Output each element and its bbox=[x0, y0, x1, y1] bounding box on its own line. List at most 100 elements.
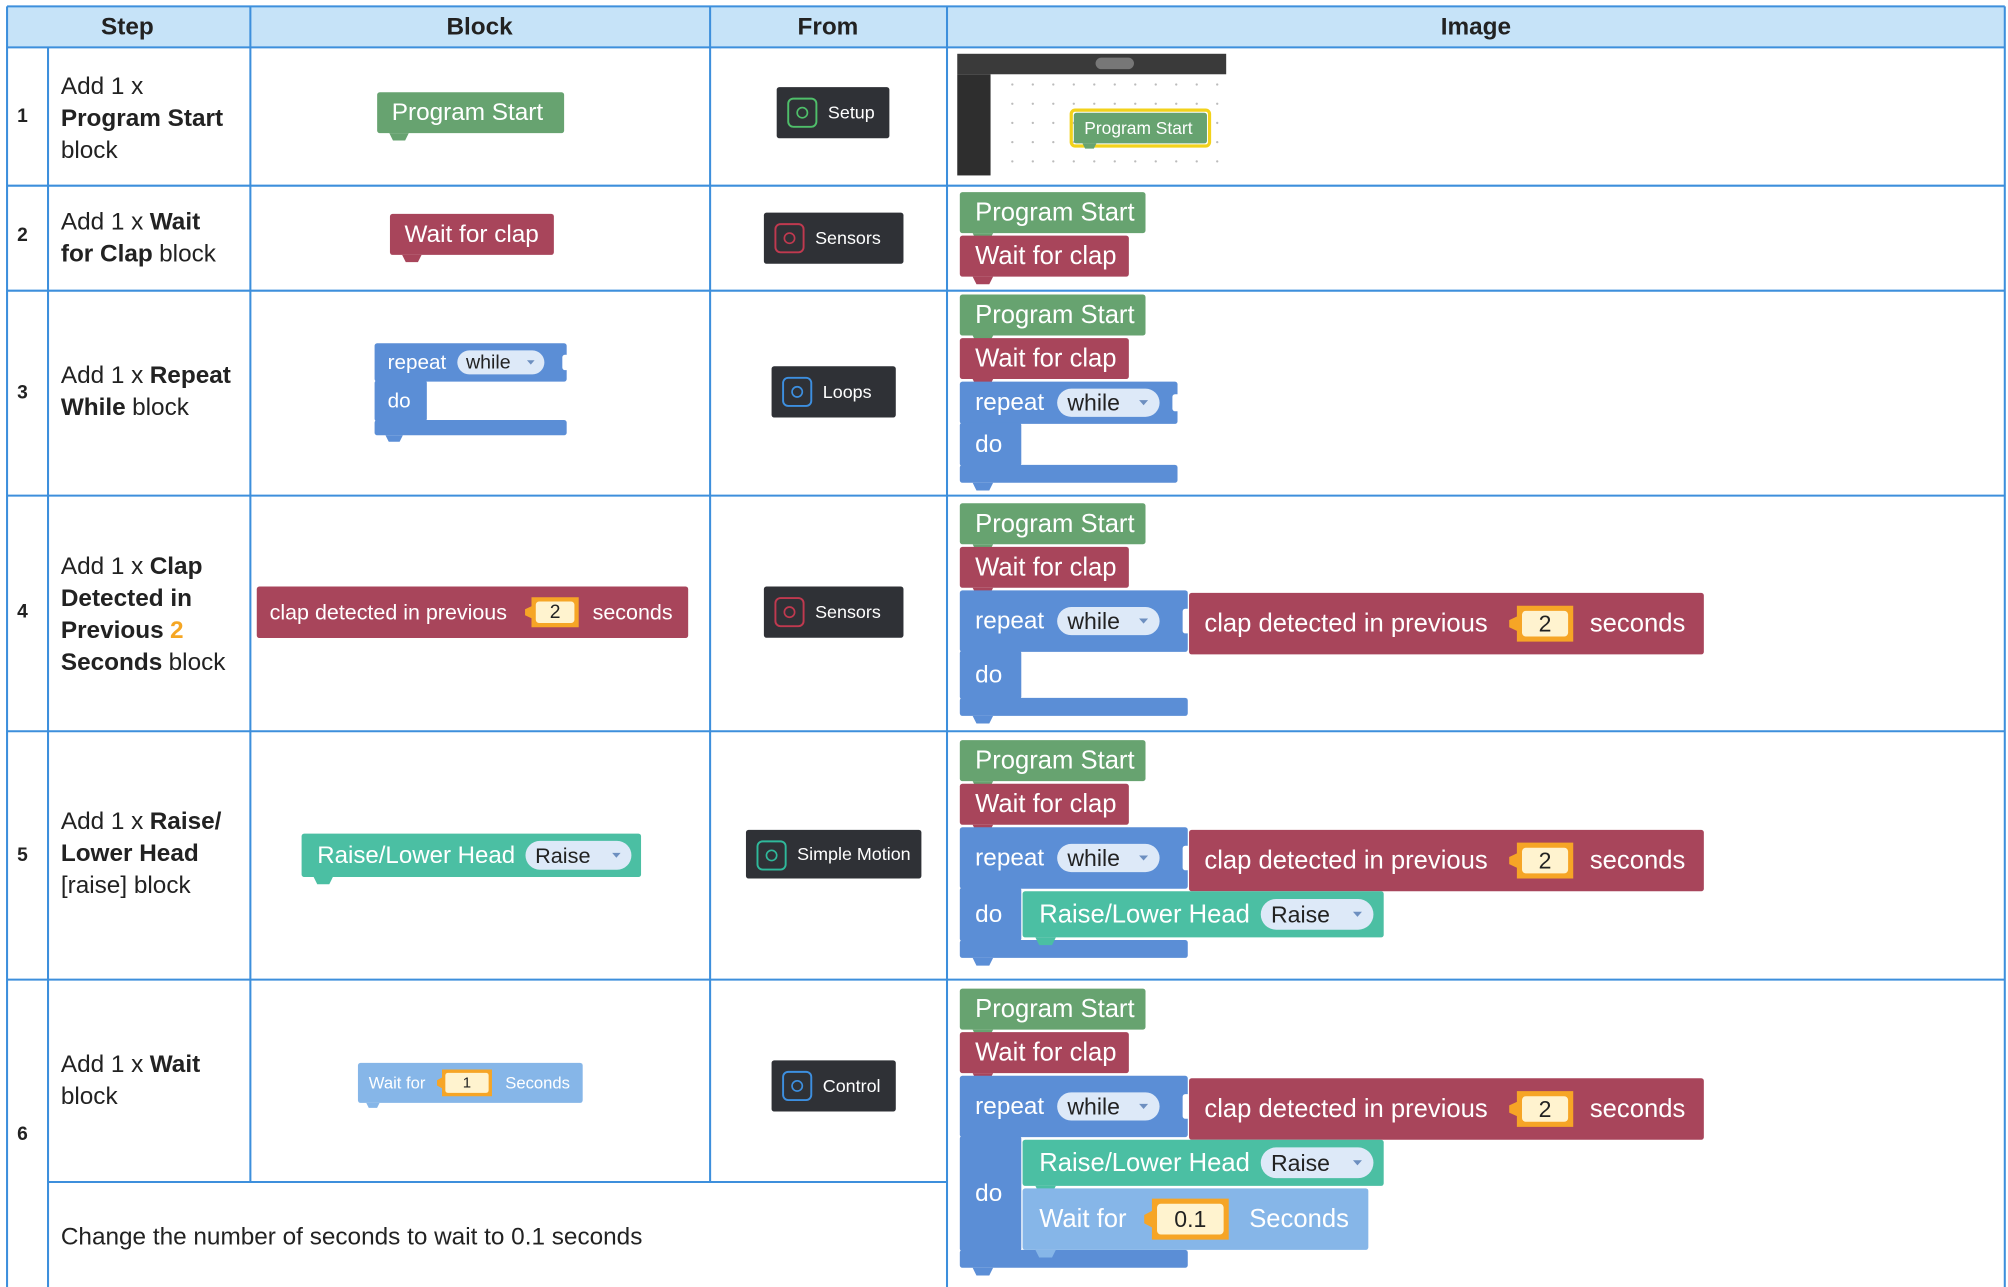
description-run: for Clap bbox=[61, 240, 153, 267]
palette-icon-dot bbox=[765, 849, 778, 862]
description-run: Add 1 x bbox=[61, 208, 143, 235]
description-run: Raise/ bbox=[150, 807, 222, 834]
dropdown-label: while bbox=[465, 351, 511, 373]
description-run: block bbox=[132, 394, 190, 421]
grid-dot bbox=[1072, 102, 1075, 105]
clap-block bbox=[256, 586, 689, 639]
description-run: [raise] block bbox=[61, 871, 192, 898]
number-label: 2 bbox=[1539, 848, 1552, 874]
description-run: Detected in bbox=[61, 585, 192, 612]
description-run: block bbox=[159, 240, 217, 267]
repeat-block-slot bbox=[1182, 845, 1191, 871]
palette-button bbox=[771, 366, 896, 418]
wait-block-label: Wait for bbox=[1039, 1205, 1127, 1233]
description-run: block bbox=[61, 1083, 119, 1110]
clap-block bbox=[1189, 829, 1704, 892]
dropdown-label: while bbox=[1066, 390, 1120, 416]
description-run: Add 1 x bbox=[61, 807, 143, 834]
grid-dot bbox=[1216, 140, 1219, 144]
repeat-block-label: repeat bbox=[975, 1093, 1044, 1120]
grid-dot bbox=[1175, 102, 1178, 105]
dropdown-label: Raise bbox=[535, 843, 590, 868]
dropdown-arrow bbox=[1139, 1103, 1149, 1109]
wait-clap-block-label: Wait for clap bbox=[975, 1039, 1116, 1067]
palette-label: Control bbox=[823, 1076, 881, 1096]
program-start-block bbox=[959, 192, 1146, 234]
header-from: From bbox=[798, 13, 859, 40]
dropdown-label: Raise bbox=[1271, 1150, 1330, 1176]
palette-icon bbox=[782, 1070, 813, 1101]
program-start-block-label: Program Start bbox=[975, 301, 1134, 329]
dropdown-label: while bbox=[1066, 1093, 1120, 1119]
repeat-block-bottom bbox=[374, 420, 567, 436]
head-block-label: Raise/Lower Head bbox=[1039, 900, 1250, 928]
clap-block-label: clap detected in previous bbox=[1204, 847, 1487, 875]
block-tab bbox=[389, 133, 409, 141]
step-description: Previous 2 bbox=[61, 617, 184, 644]
grid-dot bbox=[1052, 83, 1055, 86]
grid-dot bbox=[1134, 83, 1137, 86]
clap-block-unit: seconds bbox=[1590, 847, 1685, 875]
step-description: for Clap block bbox=[61, 240, 217, 267]
repeat-block-side bbox=[959, 1135, 1022, 1252]
repeat-block-do: do bbox=[388, 389, 411, 412]
description-run: 2 bbox=[170, 617, 184, 644]
palette-icon bbox=[782, 376, 813, 407]
grid-dot bbox=[1011, 121, 1014, 125]
palette-label: Simple Motion bbox=[797, 844, 910, 864]
step-description: block bbox=[61, 136, 119, 163]
grid-dot bbox=[1031, 83, 1034, 86]
number-label: 1 bbox=[463, 1074, 471, 1091]
step-number: 1 bbox=[17, 106, 28, 127]
grid-dot bbox=[1134, 102, 1137, 105]
grid-dot bbox=[1216, 121, 1219, 125]
wait-clap-block bbox=[389, 213, 554, 255]
dropdown-label: Raise bbox=[1271, 901, 1330, 927]
description-run: Add 1 x bbox=[61, 553, 143, 580]
repeat-block-side bbox=[959, 650, 1022, 700]
dropdown-arrow bbox=[526, 360, 535, 365]
dropdown-arrow bbox=[612, 852, 621, 858]
step-description: Add 1 x Clap bbox=[61, 553, 203, 580]
repeat-block-do: do bbox=[975, 431, 1002, 458]
description-run: Add 1 x bbox=[61, 72, 143, 99]
wait-clap-block bbox=[959, 338, 1129, 380]
program-start-block-label: Program Start bbox=[975, 510, 1134, 538]
header-step: Step bbox=[101, 13, 154, 40]
number-input bbox=[1522, 610, 1569, 637]
palette-button bbox=[763, 212, 904, 264]
palette-icon-dot bbox=[783, 606, 796, 619]
number-label: 2 bbox=[1539, 611, 1552, 637]
dropdown bbox=[457, 350, 545, 375]
description-run: Clap bbox=[150, 553, 203, 580]
grid-dot bbox=[1154, 160, 1157, 163]
grid-dot bbox=[1011, 160, 1014, 163]
repeat-block-do: do bbox=[975, 1180, 1002, 1207]
description-run: Add 1 x bbox=[61, 362, 143, 389]
block-tab bbox=[972, 276, 994, 285]
description-run: Seconds bbox=[61, 649, 162, 676]
clap-block-label: clap detected in previous bbox=[270, 600, 507, 624]
program-start-block bbox=[959, 503, 1146, 545]
grid-dot bbox=[1134, 160, 1137, 163]
program-start-block bbox=[1073, 112, 1207, 144]
description-run: While bbox=[61, 394, 126, 421]
block-tab bbox=[972, 482, 994, 491]
repeat-block-bottom bbox=[959, 939, 1188, 958]
palette-label: Setup bbox=[828, 103, 875, 123]
side-panel bbox=[957, 74, 991, 176]
repeat-block-side bbox=[959, 887, 1022, 942]
number-input bbox=[1522, 847, 1569, 874]
grid-dot bbox=[1216, 160, 1219, 163]
repeat-block-slot bbox=[562, 354, 569, 371]
wait-block-label: Wait for bbox=[369, 1073, 426, 1092]
dropdown-arrow bbox=[1139, 400, 1149, 406]
dropdown bbox=[1057, 843, 1160, 873]
top-bar bbox=[957, 53, 1227, 75]
grid-dot bbox=[1031, 160, 1034, 163]
step-description: Add 1 x Repeat bbox=[61, 362, 231, 389]
block-tab bbox=[1035, 937, 1056, 946]
program-start-block bbox=[959, 740, 1146, 782]
grid-dot bbox=[1093, 102, 1096, 105]
dropdown bbox=[1057, 388, 1160, 417]
